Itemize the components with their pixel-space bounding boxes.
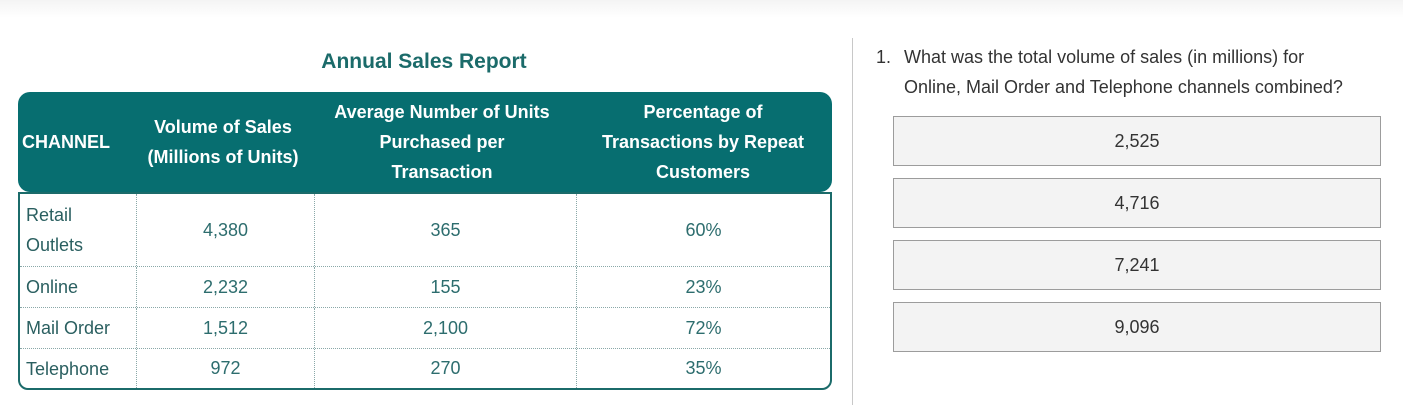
channel-line: Outlets <box>26 235 84 255</box>
cell-channel: Online <box>26 277 79 297</box>
question-number: 1. <box>876 47 892 67</box>
column-header-volume-line: (Millions of Units) <box>147 147 299 167</box>
cell-channel: Mail Order <box>26 318 111 338</box>
cell-volume: 1,512 <box>136 308 314 348</box>
cell-pct-repeat: 72% <box>576 308 830 348</box>
table-row: Retail Outlets 4,380 365 60% <box>20 194 830 267</box>
answer-option-4[interactable]: 9,096 <box>893 302 1381 352</box>
column-header-avg-units: Average Number of Units Purchased per Tr… <box>312 92 572 192</box>
column-header-channel: CHANNEL <box>18 92 138 192</box>
column-header-pct-line: Customers <box>655 162 750 182</box>
cell-avg-units: 155 <box>314 267 576 307</box>
column-header-avg-line: Transaction <box>391 162 493 182</box>
column-header-pct-repeat: Percentage of Transactions by Repeat Cus… <box>574 92 832 192</box>
table-header: CHANNEL Volume of Sales (Millions of Uni… <box>18 92 832 192</box>
table-row: Online 2,232 155 23% <box>20 267 830 308</box>
cell-pct-repeat: 60% <box>576 194 830 266</box>
cell-pct-repeat: 35% <box>576 349 830 388</box>
cell-volume: 2,232 <box>136 267 314 307</box>
answer-option-3[interactable]: 7,241 <box>893 240 1381 290</box>
column-header-avg-line: Average Number of Units <box>334 102 550 122</box>
cell-avg-units: 2,100 <box>314 308 576 348</box>
column-header-channel-text: CHANNEL <box>22 132 110 152</box>
report-title: Annual Sales Report <box>321 50 527 73</box>
top-bar <box>0 0 1403 18</box>
cell-avg-units: 270 <box>314 349 576 388</box>
answer-option-2[interactable]: 4,716 <box>893 178 1381 228</box>
channel-line: Retail <box>26 205 73 225</box>
cell-channel: Retail Outlets <box>20 194 136 266</box>
column-header-pct-line: Transactions by Repeat <box>601 132 805 152</box>
table-row: Telephone 972 270 35% <box>20 349 830 388</box>
cell-avg-units: 365 <box>314 194 576 266</box>
question-line: What was the total volume of sales (in m… <box>904 47 1305 67</box>
answer-option-1[interactable]: 2,525 <box>893 116 1381 166</box>
cell-pct-repeat: 23% <box>576 267 830 307</box>
column-header-pct-line: Percentage of <box>643 102 763 122</box>
table-row: Mail Order 1,512 2,100 72% <box>20 308 830 349</box>
cell-volume: 972 <box>136 349 314 388</box>
report-pane: Annual Sales Report CHANNEL Volume of Sa… <box>18 50 832 390</box>
question-line: Online, Mail Order and Telephone channel… <box>904 77 1343 97</box>
pane-divider <box>852 38 853 405</box>
cell-channel: Telephone <box>26 358 110 379</box>
table-body: Retail Outlets 4,380 365 60% Online 2,23… <box>18 192 832 390</box>
question-text: What was the total volume of sales (in m… <box>904 42 1396 102</box>
column-header-volume: Volume of Sales (Millions of Units) <box>134 92 312 192</box>
column-header-avg-line: Purchased per <box>379 132 505 152</box>
column-header-volume-line: Volume of Sales <box>154 117 292 137</box>
cell-volume: 4,380 <box>136 194 314 266</box>
